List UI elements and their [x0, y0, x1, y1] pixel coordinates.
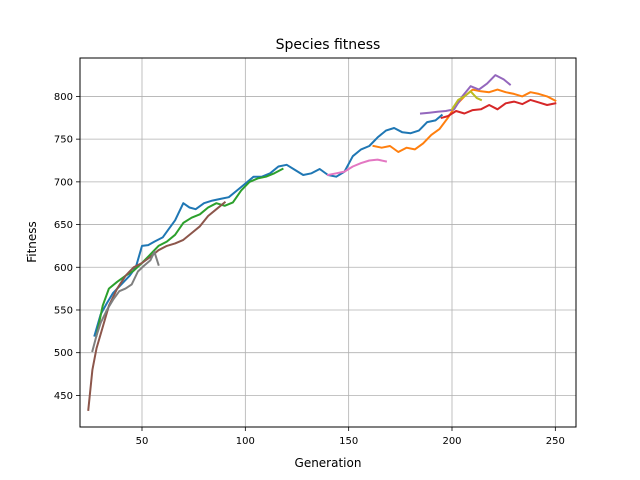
y-tick-label: 600	[54, 263, 73, 274]
series-line-4	[440, 98, 557, 120]
x-tick-label: 250	[546, 436, 565, 447]
series-line-3	[95, 167, 284, 337]
y-tick-label: 550	[54, 305, 73, 316]
series-line-2	[372, 88, 557, 153]
series-line-8	[91, 250, 160, 353]
series-line-5	[419, 74, 512, 115]
x-tick-label: 150	[339, 436, 358, 447]
y-tick-label: 800	[54, 92, 73, 103]
y-tick-label: 750	[54, 135, 73, 146]
series-layer	[87, 74, 557, 411]
x-tick-label: 200	[442, 436, 461, 447]
x-axis-label: Generation	[295, 456, 362, 470]
y-tick-label: 450	[54, 391, 73, 402]
series-line-1	[93, 113, 444, 337]
axes-frame	[79, 57, 577, 428]
series-line-9	[450, 90, 483, 111]
y-tick-label: 650	[54, 220, 73, 231]
y-tick-label: 500	[54, 348, 73, 359]
y-tick-label: 700	[54, 177, 73, 188]
x-tick-label: 50	[136, 436, 149, 447]
axis-ticks: 50 100 150 200 250 450 500 550 600 650 700 750 800	[54, 92, 565, 447]
series-line-6	[87, 200, 227, 411]
chart-title: Species fitness	[276, 37, 381, 53]
x-tick-label: 100	[236, 436, 255, 447]
y-axis-label: Fitness	[25, 221, 39, 263]
series-line-7	[326, 158, 388, 177]
grid-lines	[80, 58, 576, 427]
